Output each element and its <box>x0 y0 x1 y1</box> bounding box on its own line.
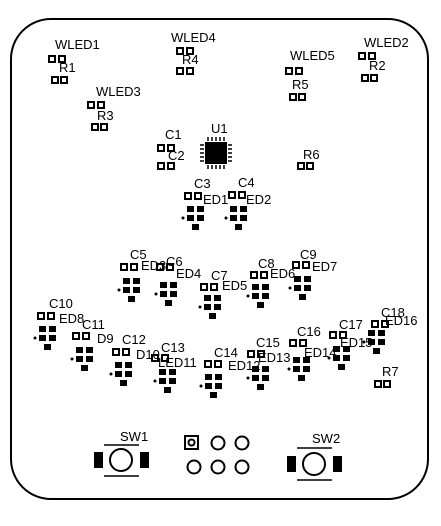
led13-label: ED13 <box>258 350 291 365</box>
c13-label: C13 <box>161 340 185 355</box>
led10-label: D10 <box>136 347 160 362</box>
c8-footprint <box>250 271 268 279</box>
wled3-label: WLED3 <box>96 84 141 99</box>
c10-footprint <box>37 312 55 320</box>
wled5-footprint <box>285 67 303 75</box>
r1-footprint <box>51 76 68 84</box>
c6-label: C6 <box>166 254 183 269</box>
led8-label: ED8 <box>59 311 84 326</box>
r4-label: R4 <box>182 52 199 67</box>
led14-label: ED14 <box>304 345 337 360</box>
led6-footprint <box>246 284 269 308</box>
c7-footprint <box>200 283 218 291</box>
led10-footprint <box>109 362 132 386</box>
c4-footprint <box>228 191 246 199</box>
led1-label: ED1 <box>203 192 228 207</box>
sw1-footprint <box>94 444 149 477</box>
c14-footprint <box>204 360 222 368</box>
led3-label: ED3 <box>141 258 166 273</box>
wled2-footprint <box>358 52 376 60</box>
sw2-label: SW2 <box>312 431 340 446</box>
r3-label: R3 <box>97 108 114 123</box>
led2-footprint <box>224 206 247 230</box>
r6-label: R6 <box>303 147 320 162</box>
c7-label: C7 <box>211 268 228 283</box>
led1-footprint <box>181 206 204 230</box>
r3-footprint <box>91 123 108 131</box>
r2-footprint <box>361 74 378 82</box>
sw2-footprint <box>287 447 342 481</box>
led3-footprint <box>117 278 140 302</box>
led11-label: LED11 <box>158 355 197 370</box>
led12-footprint <box>199 374 222 398</box>
r6-footprint <box>297 162 314 170</box>
r1-label: R1 <box>59 60 76 75</box>
led16-label: ED16 <box>385 313 418 328</box>
pin-header <box>184 435 250 475</box>
r7-footprint <box>374 380 391 388</box>
c1-footprint <box>157 144 175 152</box>
c11-footprint <box>72 332 90 340</box>
c2-footprint <box>157 162 175 170</box>
wled5-label: WLED5 <box>290 48 335 63</box>
led11-footprint <box>153 369 176 393</box>
led8-footprint <box>33 326 56 350</box>
c12-footprint <box>112 348 130 356</box>
led2-label: ED2 <box>246 192 271 207</box>
r5-label: R5 <box>292 77 309 92</box>
sw1-label: SW1 <box>120 429 148 444</box>
c14-label: C14 <box>214 345 238 360</box>
led7-label: ED7 <box>312 259 337 274</box>
wled1-footprint <box>48 55 66 63</box>
c18-label: C18 <box>381 305 405 320</box>
led15-label: ED15 <box>340 335 373 350</box>
wled1-label: WLED1 <box>55 37 100 52</box>
board-outline <box>10 18 429 500</box>
led4-footprint <box>154 282 177 306</box>
c5-footprint <box>120 263 138 271</box>
wled2-label: WLED2 <box>364 35 409 50</box>
c3-footprint <box>184 192 202 200</box>
wled4-label: WLED4 <box>171 30 216 45</box>
r2-label: R2 <box>369 58 386 73</box>
u1-chip <box>200 137 232 169</box>
led14-footprint <box>287 357 310 381</box>
c16-label: C16 <box>297 324 321 339</box>
led6-label: ED6 <box>270 266 295 281</box>
led5-footprint <box>198 295 221 319</box>
c9-label: C9 <box>300 247 317 262</box>
r4-footprint <box>176 67 194 75</box>
c8-label: C8 <box>258 256 275 271</box>
u1-label: U1 <box>211 121 228 136</box>
c1-label: C1 <box>165 127 182 142</box>
r7-label: R7 <box>382 364 399 379</box>
wled4-footprint <box>176 47 194 55</box>
r5-footprint <box>289 93 306 101</box>
c9-footprint <box>292 261 310 269</box>
c10-label: C10 <box>49 296 73 311</box>
c5-label: C5 <box>130 247 147 262</box>
c11-label: C11 <box>82 317 105 332</box>
led5-label: ED5 <box>222 278 247 293</box>
c17-label: C17 <box>339 317 363 332</box>
wled3-footprint <box>87 101 105 109</box>
c3-label: C3 <box>194 176 211 191</box>
led9-label: D9 <box>97 331 114 346</box>
c4-label: C4 <box>238 175 255 190</box>
c2-label: C2 <box>168 148 185 163</box>
c12-label: C12 <box>122 332 146 347</box>
c15-label: C15 <box>256 335 280 350</box>
led9-footprint <box>70 347 93 371</box>
led4-label: ED4 <box>176 266 201 281</box>
